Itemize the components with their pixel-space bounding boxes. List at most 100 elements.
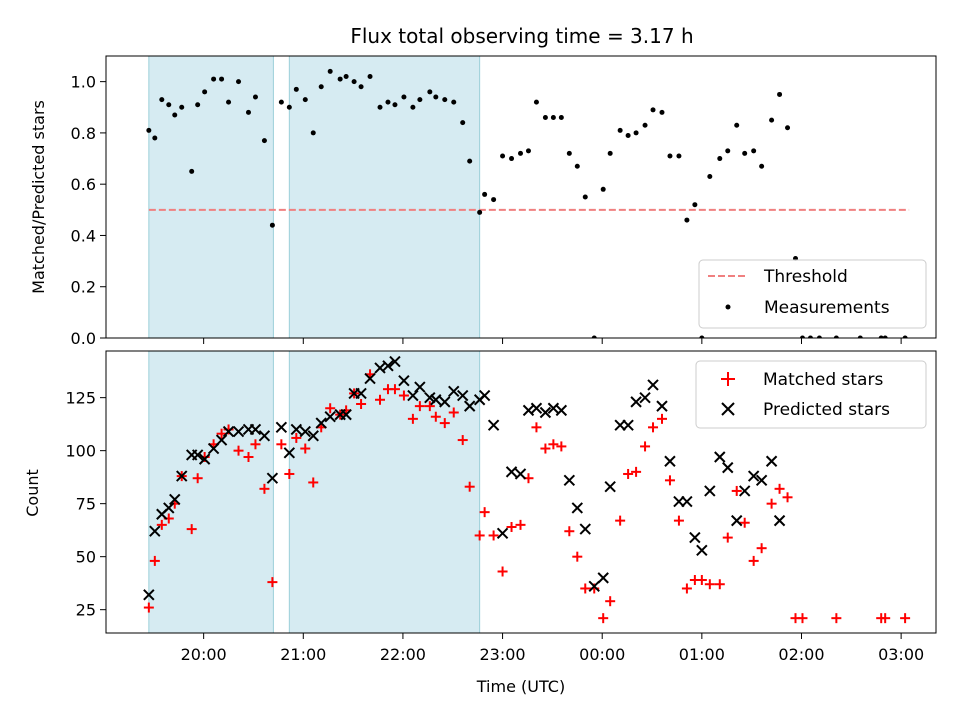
predicted-star-marker — [457, 389, 469, 402]
top-x-ticks — [203, 338, 902, 344]
predicted-marker-stroke — [307, 430, 319, 442]
measurement-point — [777, 91, 783, 97]
bottom-axes-frame — [105, 350, 937, 634]
measurement-point — [467, 158, 473, 164]
predicted-star-marker — [163, 502, 175, 514]
measurement-point — [351, 79, 357, 85]
predicted-marker-stroke — [340, 408, 352, 421]
matched-star-marker — [259, 483, 270, 494]
top-legend: Threshold Measurements — [698, 259, 927, 329]
measurement-point — [327, 68, 333, 74]
predicted-marker-stroke — [324, 411, 336, 423]
predicted-star-marker — [604, 480, 616, 493]
predicted-star-marker — [275, 421, 288, 434]
predicted-star-marker — [398, 374, 410, 387]
measurement-point — [785, 125, 791, 131]
predicted-star-marker — [731, 514, 743, 527]
measurement-point — [293, 86, 299, 92]
measurement-point — [676, 153, 682, 159]
matched-legend-label: Matched stars — [763, 370, 883, 390]
predicted-star-marker — [290, 423, 303, 436]
matched-star-marker — [656, 413, 667, 424]
measurement-point — [692, 202, 698, 208]
predicted-marker-stroke — [656, 400, 668, 412]
measurement-point — [734, 122, 740, 128]
measurement-point — [667, 153, 673, 159]
measurement-point — [202, 89, 208, 95]
matched-star-marker — [714, 579, 725, 590]
measurement-point — [902, 335, 908, 338]
bottom-y-ticks: 25 50 75 100 125 — [65, 389, 106, 620]
bottom-y-axis-label: Count — [23, 469, 42, 517]
matched-star-marker — [722, 532, 733, 543]
matched-star-marker — [831, 613, 842, 624]
matched-star-marker — [598, 613, 609, 624]
measurement-point — [699, 335, 705, 338]
predicted-star-marker — [656, 400, 668, 412]
matched-star-marker — [731, 485, 742, 496]
predicted-marker-stroke — [539, 406, 552, 419]
predicted-star-marker — [547, 402, 560, 414]
measurement-point — [226, 99, 232, 105]
matched-star-marker — [756, 543, 767, 554]
matched-star-marker — [407, 413, 418, 424]
predicted-marker-stroke — [496, 527, 509, 540]
measurement-point — [189, 168, 195, 174]
predicted-star-marker — [681, 495, 693, 508]
predicted-marker-stroke — [681, 495, 693, 508]
measurement-point — [310, 130, 316, 136]
x-tick-label: 00:00 — [579, 645, 625, 664]
matched-star-marker — [267, 577, 278, 588]
predicted-marker-stroke — [374, 362, 386, 374]
count-panel: 25 50 75 100 125 20:00 21:00 22:00 23:00 00:00 01… — [23, 350, 937, 696]
predicted-marker-stroke — [290, 423, 303, 436]
x-tick-label: 23:00 — [480, 645, 526, 664]
predicted-marker-stroke — [478, 389, 491, 402]
predicted-marker-stroke — [398, 374, 410, 387]
measurement-point — [146, 127, 152, 133]
predicted-star-marker — [191, 449, 204, 461]
matched-star-marker — [696, 574, 707, 585]
predicted-marker-stroke — [630, 396, 642, 408]
predicted-marker-stroke — [215, 434, 228, 446]
predicted-star-marker — [664, 455, 676, 467]
matched-star-marker — [664, 475, 675, 486]
predicted-marker-stroke — [647, 379, 659, 391]
predicted-star-marker — [215, 434, 228, 446]
predicted-marker-stroke — [571, 502, 584, 514]
matched-star-marker — [186, 524, 197, 535]
matched-star-marker — [900, 613, 911, 624]
predicted-star-marker — [522, 404, 535, 417]
measurement-point — [166, 102, 172, 108]
top-axes-frame — [105, 55, 937, 339]
measurement-point — [286, 104, 292, 110]
top-shaded-intervals — [148, 55, 481, 339]
predicted-star-marker — [696, 544, 708, 557]
predicted-star-marker — [539, 406, 552, 419]
predicted-marker-stroke — [514, 468, 527, 480]
predicted-marker-stroke — [424, 391, 436, 404]
matched-star-marker — [479, 507, 490, 518]
predicted-marker-stroke — [530, 402, 543, 414]
predicted-star-marker — [374, 362, 386, 374]
measurement-point — [882, 335, 888, 338]
measurement-point — [591, 335, 597, 338]
matched-star-marker — [704, 579, 715, 590]
predicted-star-marker — [463, 400, 476, 412]
matched-star-marker — [748, 555, 759, 566]
predicted-star-marker — [622, 419, 634, 431]
matched-star-marker — [506, 521, 517, 532]
predicted-marker-stroke — [266, 472, 279, 484]
predicted-marker-stroke — [232, 425, 245, 438]
matched-star-marker — [284, 468, 295, 479]
measurements-legend-label: Measurements — [764, 298, 890, 318]
x-tick-label: 22:00 — [380, 645, 426, 664]
predicted-star-marker — [407, 389, 419, 402]
predicted-star-marker — [755, 474, 768, 487]
x-tick-label: 21:00 — [280, 645, 326, 664]
predicted-star-marker — [505, 466, 518, 478]
matched-star-marker — [615, 515, 626, 526]
predicted-marker-stroke — [696, 544, 708, 557]
predicted-star-marker — [439, 396, 451, 408]
